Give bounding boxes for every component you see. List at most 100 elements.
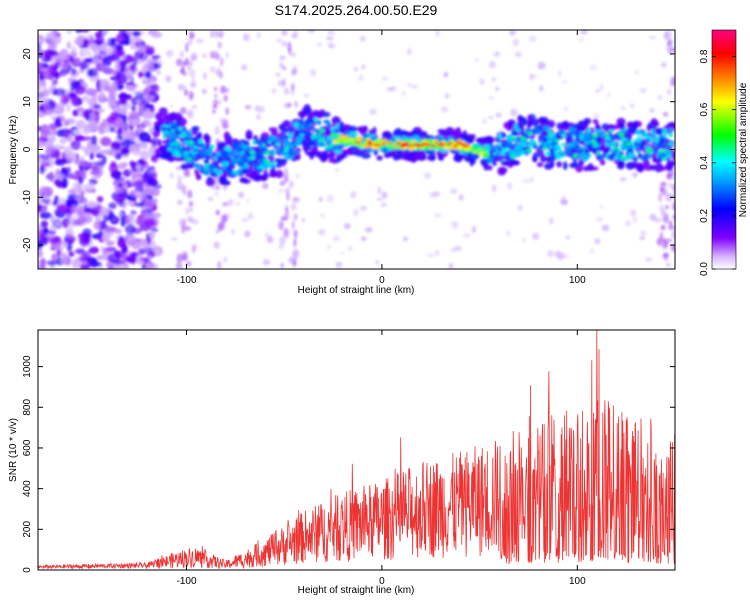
- spectrogram-blob: [225, 167, 233, 174]
- spectrogram-blob: [104, 226, 117, 233]
- spectrogram-blob: [644, 164, 653, 171]
- spectrogram-blob: [241, 64, 248, 71]
- spectrogram-blob: [245, 129, 253, 139]
- spectrogram-blob: [225, 51, 230, 59]
- spectrogram-blob: [209, 65, 216, 73]
- spectrogram-blob: [217, 260, 222, 269]
- spectrogram-blob: [122, 247, 129, 253]
- spectrogram-blob: [140, 150, 150, 161]
- spectrogram-blob: [639, 236, 646, 240]
- spectrogram-blob: [377, 186, 382, 195]
- spectrogram-blob: [288, 257, 296, 263]
- spectrogram-blob: [42, 227, 50, 235]
- spectrogram-blob: [625, 130, 630, 134]
- spectrogram-blob: [185, 42, 189, 53]
- spectrogram-blob: [279, 146, 285, 152]
- spectrogram-blob: [53, 195, 60, 205]
- spectrogram-blob: [180, 184, 187, 193]
- spectrogram-blob: [232, 157, 238, 164]
- spectrogram-blob: [46, 260, 57, 266]
- spectrogram-blob: [169, 142, 177, 146]
- spectrogram-blob: [535, 152, 541, 158]
- spectrogram-blob: [252, 163, 257, 169]
- spectrogram-blob: [374, 139, 383, 144]
- spectrogram-blob: [117, 76, 122, 85]
- spectrogram-blob: [183, 71, 188, 77]
- spectrogram-blob: [550, 149, 555, 155]
- spectrogram-blob: [180, 163, 189, 170]
- spectrogram-blob: [661, 62, 667, 69]
- spectrogram-blob: [562, 120, 569, 128]
- spectrogram-blob: [293, 100, 299, 109]
- spectrogram-blob: [636, 164, 645, 173]
- spectrogram-blob: [104, 126, 110, 133]
- colorbar-tick-label: 0.8: [699, 49, 710, 63]
- spectrogram-blob: [112, 180, 118, 186]
- spectrogram-blob: [298, 118, 305, 125]
- spectrogram-blob: [652, 142, 658, 147]
- spectrogram-blob: [335, 135, 340, 139]
- spectrogram-blob: [54, 117, 62, 127]
- spectrogram-blob: [214, 30, 219, 39]
- spectrogram-blob: [128, 214, 136, 225]
- snr-series-line: [38, 330, 675, 570]
- spectrogram-blob: [637, 152, 643, 159]
- spectrogram-blob: [335, 261, 343, 268]
- spectrogram-blob: [147, 166, 156, 171]
- spectrogram-blob: [161, 154, 170, 160]
- snr-ylabel: SNR (10 * v/v): [8, 418, 19, 482]
- spectrogram-blob: [275, 142, 281, 146]
- spectrogram-blob: [507, 182, 513, 190]
- spectrogram-blob: [276, 163, 282, 168]
- spectrogram-blob: [294, 129, 299, 137]
- spectrogram-blob: [106, 240, 116, 246]
- spectrogram-blob: [649, 164, 656, 171]
- spectrogram-blob: [658, 149, 664, 154]
- spectrogram-blob: [53, 178, 62, 186]
- spectrogram-blob: [277, 188, 285, 193]
- spectrogram-blob: [295, 173, 301, 178]
- spectrogram-blob: [55, 158, 67, 166]
- spectrogram-blob: [557, 148, 563, 152]
- spectrogram-blob: [279, 236, 286, 245]
- spectrogram-blob: [271, 170, 276, 178]
- spectrogram-blob: [179, 50, 184, 59]
- spectrogram-blob: [219, 57, 224, 67]
- spectrogram-blob: [203, 169, 211, 176]
- spectrogram-blob: [658, 94, 662, 101]
- spectrogram-blob: [53, 88, 66, 97]
- spectrogram-blob: [291, 222, 295, 230]
- spectrogram-blob: [605, 132, 609, 137]
- spectrogram-blob: [152, 137, 159, 147]
- spectrogram-blob: [45, 233, 56, 239]
- spectrogram-blob: [49, 174, 56, 180]
- spectrogram-blob: [209, 144, 215, 150]
- spectrogram-blob: [183, 140, 188, 144]
- spectrogram-blob: [589, 248, 595, 253]
- spectrogram-blob: [316, 42, 322, 47]
- spectrogram-blob: [88, 246, 100, 254]
- spectrogram-blob: [133, 241, 146, 247]
- spectrogram-blob: [283, 167, 289, 174]
- spectrogram-blob: [189, 33, 196, 38]
- spectrogram-blob: [135, 123, 146, 129]
- spectrogram-blob: [291, 51, 296, 58]
- spectrogram-blob: [186, 65, 192, 71]
- spectrogram-blob: [635, 129, 642, 136]
- spectrogram-blob: [533, 144, 538, 150]
- spectrogram-blob: [581, 30, 588, 35]
- spectrogram-blob: [216, 67, 222, 77]
- spectrogram-blob: [601, 224, 610, 232]
- spectrogram-blob: [610, 141, 617, 146]
- spectrogram-blob: [38, 109, 42, 119]
- spectrogram-blob: [261, 143, 266, 147]
- spectrogram-blob: [38, 70, 45, 75]
- spectrogram-blob: [189, 207, 194, 212]
- spectrogram-blob: [214, 93, 218, 99]
- spectrogram-blob: [278, 220, 284, 231]
- spectrogram-blob: [82, 197, 88, 204]
- spectrogram-blob: [91, 113, 100, 121]
- spectrogram-blob: [378, 146, 385, 150]
- spectrogram-blob: [200, 145, 206, 149]
- spectrogram-blob: [195, 173, 202, 181]
